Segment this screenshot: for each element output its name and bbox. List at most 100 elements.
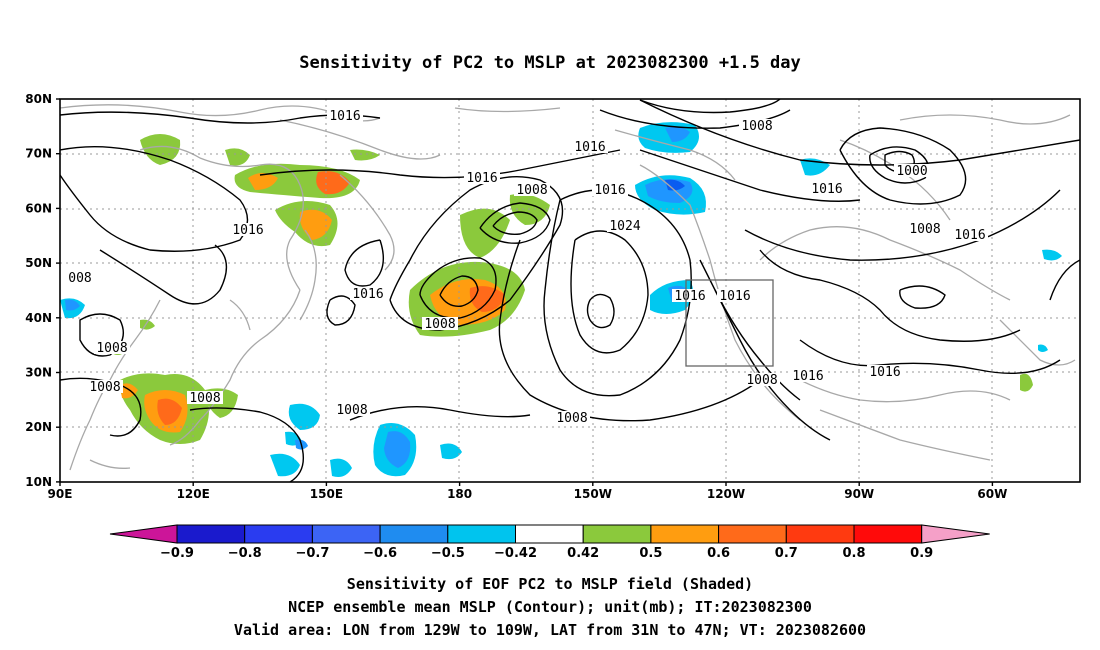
- colorbar-swatch: [379, 524, 449, 544]
- contour-label-bg: [607, 219, 643, 232]
- latitude-ticks: 80N 70N 60N 50N 40N 30N 20N 10N: [25, 92, 60, 489]
- contour-label: 1008: [96, 341, 127, 356]
- contour-label-bg: [809, 182, 845, 195]
- contour-label-bg: [514, 183, 550, 196]
- contour-label: 1008: [516, 183, 547, 198]
- contour-label-bg: [187, 391, 223, 404]
- lat-tick-label: 20N: [25, 420, 52, 434]
- colorbar-label: 0.5: [639, 546, 662, 561]
- colorbar-swatch: [244, 524, 313, 544]
- contour-label: 1008: [336, 403, 367, 418]
- contour-label-bg: [66, 271, 94, 284]
- contour-label-bg: [230, 223, 266, 236]
- colorbar-swatch: [447, 524, 516, 544]
- contour-label-bg: [894, 164, 930, 177]
- contour-label: 1016: [674, 289, 705, 304]
- contour-label: 1016: [232, 223, 263, 238]
- lat-tick-label: 80N: [25, 92, 52, 106]
- contour-label: 1024: [609, 219, 640, 234]
- contour-label: 1008: [189, 391, 220, 406]
- contour-label-bg: [739, 119, 775, 132]
- contour-label-bg: [572, 140, 608, 153]
- contour-label: 1016: [466, 171, 497, 186]
- sensitivity-shade: [350, 149, 380, 161]
- contour-label-bg: [672, 289, 708, 302]
- sensitivity-shade: [299, 209, 332, 240]
- lon-tick-label: 90W: [844, 487, 874, 501]
- lon-tick-label: 60W: [977, 487, 1007, 501]
- mslp-contours: [60, 99, 1080, 482]
- contour-label-bg: [952, 228, 988, 241]
- colorbar-swatch: [311, 524, 381, 544]
- lat-tick-label: 40N: [25, 311, 52, 325]
- contour-label-bg: [790, 369, 826, 382]
- sensitivity-shade: [270, 453, 300, 477]
- contour-label: 1008: [909, 222, 940, 237]
- colorbar-label: −0.8: [228, 546, 262, 561]
- figure-captions: Sensitivity of EOF PC2 to MSLP field (Sh…: [234, 575, 866, 639]
- sensitivity-shade: [1038, 344, 1048, 352]
- contour-label-bg: [334, 403, 370, 416]
- colorbar: −0.9 −0.8 −0.7 −0.6 −0.5 −0.42 0.42 0.5 0.6 0.7 0.…: [109, 524, 990, 561]
- colorbar-swatch: [515, 524, 584, 544]
- sensitivity-shade: [140, 134, 181, 165]
- caption-line-3: Valid area: LON from 129W to 109W, LAT f…: [234, 621, 866, 639]
- contour-label-bg: [554, 411, 590, 424]
- caption-line-1: Sensitivity of EOF PC2 to MSLP field (Sh…: [347, 575, 753, 593]
- lat-lon-grid: [60, 99, 1080, 482]
- map-panel: 1016 1008 1016 1016 1008 1016 1000 1016 1008 1016…: [25, 92, 1081, 501]
- lon-tick-label: 150E: [310, 487, 343, 501]
- contour-label: 1016: [594, 183, 625, 198]
- sensitivity-shade: [330, 458, 352, 477]
- colorbar-label: −0.6: [363, 546, 397, 561]
- sensitivity-shade: [384, 431, 411, 468]
- contour-label: 1016: [792, 369, 823, 384]
- sensitivity-shade: [65, 299, 80, 311]
- contour-label: 1008: [746, 373, 777, 388]
- colorbar-swatch: [176, 524, 246, 544]
- contour-label: 1000: [896, 164, 927, 179]
- figure-title: Sensitivity of PC2 to MSLP at 2023082300…: [299, 53, 801, 73]
- contour-label: 1016: [811, 182, 842, 197]
- lon-tick-label: 180: [447, 487, 472, 501]
- sensitivity-shade: [440, 443, 462, 460]
- sensitivity-shade: [225, 148, 250, 166]
- colorbar-label: 0.8: [842, 546, 865, 561]
- colorbar-swatch: [650, 524, 720, 544]
- contour-label: 1008: [556, 411, 587, 426]
- contour-label-bg: [327, 109, 363, 122]
- sensitivity-shade: [248, 173, 278, 190]
- contour-label: 1008: [741, 119, 772, 134]
- colorbar-label: 0.7: [775, 546, 798, 561]
- sensitivity-shading: [60, 122, 1062, 477]
- contour-labels: 1016 1008 1016 1016 1008 1016 1000 1016 1008 1016…: [66, 109, 988, 426]
- colorbar-label: 0.9: [910, 546, 933, 561]
- contour-label-bg: [87, 380, 123, 393]
- contour-label: 1016: [352, 287, 383, 302]
- colorbar-label: −0.7: [295, 546, 329, 561]
- contour-label-bg: [464, 171, 500, 184]
- lat-tick-label: 30N: [25, 366, 52, 380]
- lat-tick-label: 50N: [25, 256, 52, 270]
- lon-tick-label: 90E: [48, 487, 73, 501]
- contour-label: 1016: [574, 140, 605, 155]
- map-frame: [59, 98, 1081, 483]
- lat-tick-label: 70N: [25, 147, 52, 161]
- sensitivity-shade: [1042, 249, 1062, 261]
- colorbar-label: 0.6: [707, 546, 730, 561]
- lat-tick-label: 10N: [25, 475, 52, 489]
- colorbar-label: −0.9: [160, 546, 194, 561]
- lon-tick-label: 120E: [177, 487, 210, 501]
- contour-label-bg: [717, 289, 753, 302]
- lon-tick-label: 120W: [707, 487, 745, 501]
- contour-label-bg: [867, 365, 903, 378]
- colorbar-swatch: [718, 524, 787, 544]
- contour-label: 1016: [329, 109, 360, 124]
- contour-label: 1008: [89, 380, 120, 395]
- contour-label-bg: [94, 341, 130, 354]
- colorbar-label: 0.42: [567, 546, 599, 561]
- contour-label: 1016: [869, 365, 900, 380]
- colorbar-label: −0.5: [431, 546, 465, 561]
- valid-area-box: [685, 279, 774, 367]
- caption-line-2: NCEP ensemble mean MSLP (Contour); unit(…: [288, 598, 812, 616]
